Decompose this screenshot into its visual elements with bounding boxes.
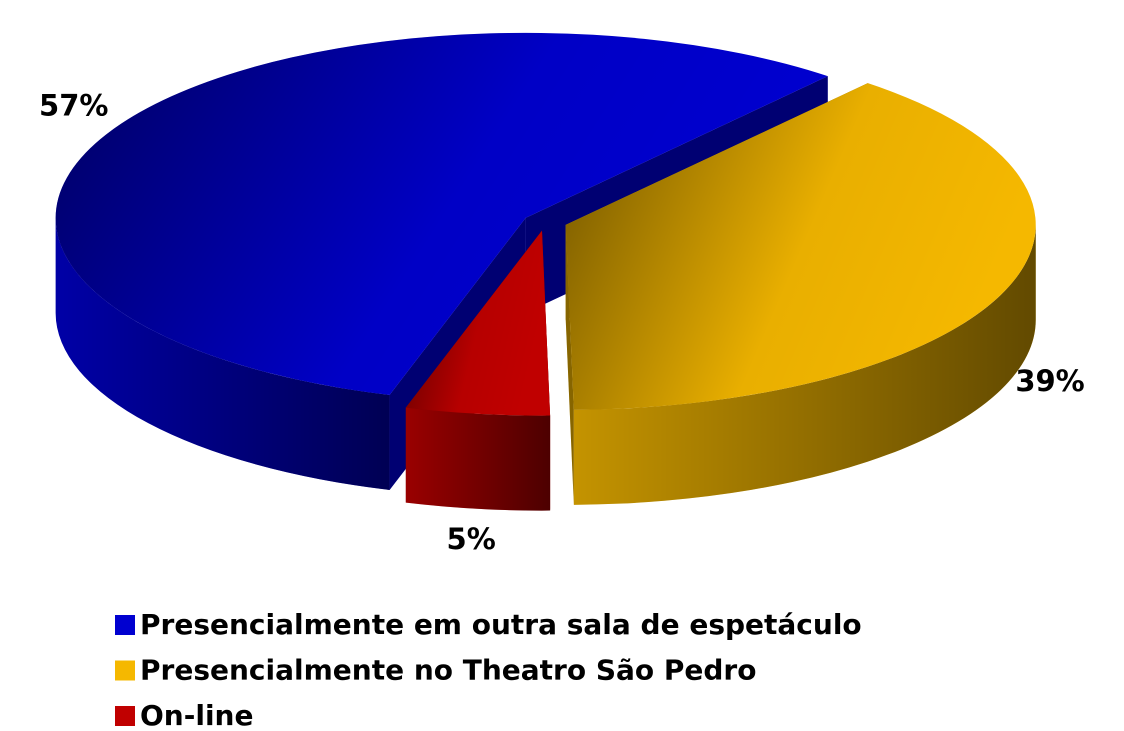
data-label: 57% <box>39 89 108 123</box>
legend: Presencialmente em outra sala de espetác… <box>115 608 862 731</box>
pie-tops <box>55 32 1036 416</box>
legend-swatch <box>115 615 135 635</box>
slice-shade <box>565 224 574 505</box>
legend-label: Presencialmente no Theatro São Pedro <box>140 654 756 687</box>
legend-label: On-line <box>140 699 253 731</box>
slice-shade <box>573 224 1036 505</box>
legend-swatch <box>115 660 135 681</box>
slice-cut-face <box>565 224 574 505</box>
slice-shade <box>405 230 551 416</box>
slice-shade <box>55 32 828 395</box>
slice-shade <box>565 83 1036 410</box>
labels: 39% 5% 57% <box>39 89 1085 556</box>
slice-shade <box>405 407 551 511</box>
legend-swatch <box>115 706 135 726</box>
data-label: 39% <box>1015 364 1084 398</box>
data-label: 5% <box>447 522 496 556</box>
legend-label: Presencialmente em outra sala de espetác… <box>140 608 862 641</box>
slice-shade <box>55 217 390 490</box>
